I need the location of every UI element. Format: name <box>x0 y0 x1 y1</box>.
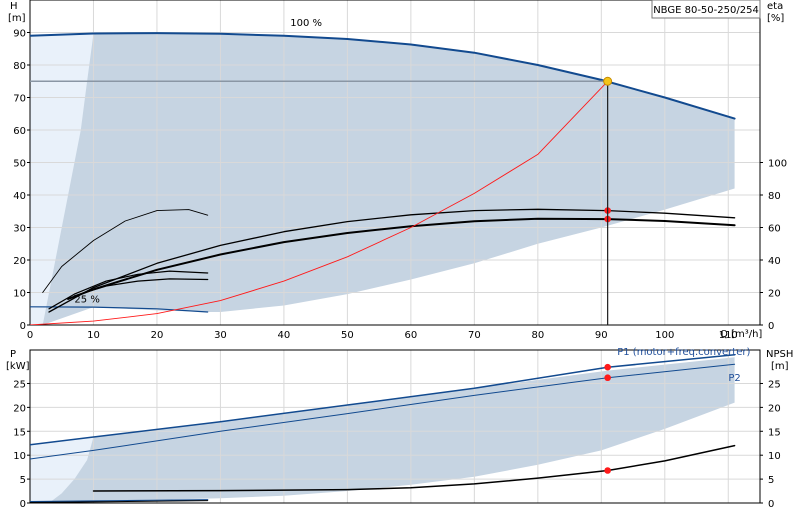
left-tick-label: 20 <box>13 256 26 267</box>
series-line <box>30 32 736 120</box>
x-tick-label: 60 <box>405 330 418 341</box>
left-tick-label: 60 <box>13 126 26 137</box>
eta-axis-label: eta <box>767 1 783 12</box>
left-tick-label: 70 <box>13 94 26 105</box>
head-efficiency-chart: 0 10 20 30 40 50 60 70 80 90 0 10 20 30 40 50 60 70 80 90 10… <box>13 0 787 341</box>
eta-tick-label: 60 <box>768 224 781 235</box>
speed-annotation: 100 % <box>290 18 322 29</box>
npsh-axis-ticks: 0 5 10 15 20 25 <box>760 379 781 510</box>
series-line <box>67 217 736 300</box>
head-axis-unit: [m] <box>8 13 26 24</box>
eta-axis-unit: [%] <box>767 13 784 24</box>
npsh-tick-label: 20 <box>768 403 781 414</box>
npsh-axis-unit: [m] <box>771 361 789 372</box>
duty-point-marker <box>603 76 613 86</box>
grid <box>29 0 760 326</box>
series-line <box>48 270 209 310</box>
envelope-light-area <box>30 33 94 325</box>
legend-label: P2 <box>728 373 740 384</box>
x-tick-label: 80 <box>531 330 544 341</box>
legend-label: P1 (motor+freq.converter) <box>617 347 750 358</box>
head-axis-label: H <box>10 1 18 12</box>
left-axis-ticks: 0 10 20 30 40 50 60 70 80 90 <box>13 29 30 332</box>
series-line <box>92 444 736 492</box>
series-line <box>30 499 209 503</box>
left-tick-label: 5 <box>20 475 26 486</box>
left-tick-label: 30 <box>13 224 26 235</box>
npsh-tick-label: 5 <box>768 475 774 486</box>
envelope-area <box>30 33 735 325</box>
left-tick-label: 90 <box>13 29 26 40</box>
operating-point-marker <box>604 363 611 371</box>
envelope-area <box>30 357 735 503</box>
operating-point-marker <box>604 374 611 382</box>
model-label-box: NBGE 80-50-250/254 <box>651 0 761 19</box>
x-tick-label: 10 <box>87 330 100 341</box>
left-tick-label: 0 <box>20 321 26 332</box>
eta-tick-label: 0 <box>768 321 774 332</box>
left-tick-label: 25 <box>13 379 26 390</box>
legend: P1 (motor+freq.converter) P2 <box>617 347 750 384</box>
flow-axis-label: Q [m³/h] <box>720 329 762 340</box>
curves <box>30 32 736 325</box>
speed-annotation: 25 % <box>74 294 99 305</box>
series-line <box>48 208 736 313</box>
eta-tick-label: 100 <box>768 159 787 170</box>
left-tick-label: 50 <box>13 159 26 170</box>
operating-point-marker <box>604 467 611 474</box>
x-tick-label: 90 <box>595 330 608 341</box>
model-label: NBGE 80-50-250/254 <box>653 5 759 16</box>
npsh-tick-label: 0 <box>768 499 774 510</box>
left-tick-label: 40 <box>13 191 26 202</box>
annotations: 100 % 25 % <box>74 18 322 305</box>
series-line <box>30 306 209 313</box>
x-axis-ticks: 0 10 20 30 40 50 60 70 80 90 100 110 <box>27 330 738 341</box>
series-line <box>42 209 209 293</box>
npsh-tick-label: 15 <box>768 427 781 438</box>
eta-axis-ticks: 0 20 40 60 80 100 <box>760 159 787 332</box>
x-tick-label: 50 <box>341 330 354 341</box>
series-line <box>30 80 609 325</box>
operating-envelope <box>30 357 735 503</box>
series-line <box>30 500 209 503</box>
left-tick-label: 10 <box>13 451 26 462</box>
x-tick-label: 20 <box>151 330 164 341</box>
npsh-tick-label: 25 <box>768 379 781 390</box>
eta-tick-label: 20 <box>768 289 781 300</box>
npsh-tick-label: 10 <box>768 451 781 462</box>
eta-tick-label: 40 <box>768 256 781 267</box>
npsh-axis-label: NPSH <box>766 349 793 360</box>
left-tick-label: 0 <box>20 499 26 510</box>
x-tick-label: 110 <box>719 330 738 341</box>
envelope-light-area <box>30 437 94 503</box>
power-axis-unit: [kW] <box>6 361 30 372</box>
left-tick-label: 10 <box>13 289 26 300</box>
x-tick-label: 70 <box>468 330 481 341</box>
duty-point-lines <box>30 76 613 325</box>
markers <box>604 363 611 474</box>
x-tick-label: 100 <box>655 330 674 341</box>
eta-tick-label: 80 <box>768 191 781 202</box>
left-axis-ticks: 0 5 10 15 20 25 <box>13 379 30 510</box>
left-tick-label: 15 <box>13 427 26 438</box>
x-tick-label: 40 <box>278 330 291 341</box>
left-tick-label: 80 <box>13 61 26 72</box>
plot-frame <box>29 349 761 504</box>
power-axis-label: P <box>10 349 16 360</box>
power-npsh-chart: 0 5 10 15 20 25 0 5 10 15 20 25 P1 (motor+freq.conve… <box>13 347 780 510</box>
x-tick-label: 0 <box>27 330 33 341</box>
left-tick-label: 20 <box>13 403 26 414</box>
operating-envelope <box>30 33 735 325</box>
x-tick-label: 30 <box>214 330 227 341</box>
